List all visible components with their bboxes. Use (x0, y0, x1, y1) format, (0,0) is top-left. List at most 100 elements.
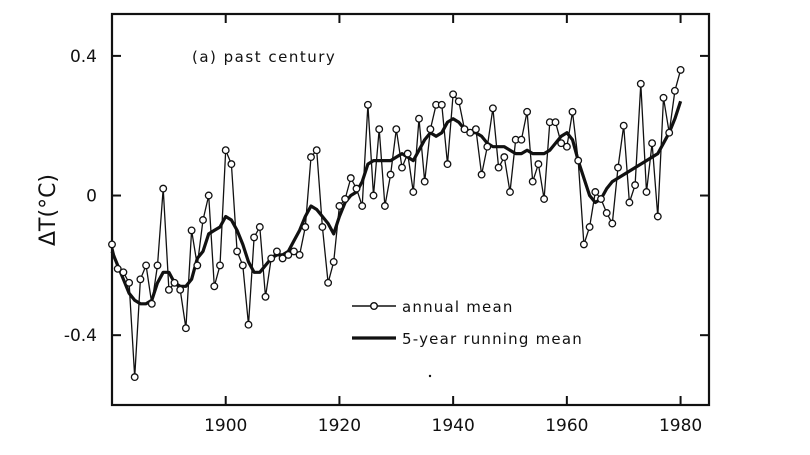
x-tick-label: 1920 (318, 416, 361, 436)
x-tick-label: 1940 (432, 416, 475, 436)
annual-mean-point (540, 195, 549, 203)
annual-mean-point (653, 212, 662, 221)
annual-mean-point (614, 163, 622, 172)
plot-frame (110, 12, 711, 407)
annual-mean-point (443, 160, 452, 169)
annual-mean-point (238, 261, 247, 270)
annual-mean-point (341, 195, 350, 203)
x-tick-label: 1980 (659, 416, 702, 436)
annual-mean-point (602, 209, 611, 217)
annual-mean-point (528, 177, 537, 186)
annual-mean-point (369, 191, 378, 200)
annual-mean-point (153, 261, 162, 270)
annual-mean-point (250, 233, 259, 242)
y-tick-label: -0.4 (64, 326, 97, 346)
legend-running-label: 5-year running mean (402, 330, 583, 348)
annual-mean-point (199, 216, 207, 224)
annual-mean-point (136, 275, 145, 284)
annual-mean-point (119, 268, 128, 277)
annual-mean-point (579, 240, 588, 249)
annual-mean-point (551, 118, 560, 127)
axis-tick-labels: 1900 1920 1940 1960 1980 0.4 0 -0.4 (64, 47, 702, 436)
annual-mean-point (409, 188, 418, 196)
annual-mean-point (346, 174, 355, 183)
annual-mean-point (187, 226, 196, 235)
annual-mean-point (631, 181, 640, 190)
running-mean-series (110, 100, 683, 306)
annual-mean-point (216, 261, 224, 270)
annual-mean-point (676, 65, 685, 74)
annual-mean-point (471, 125, 480, 134)
annual-mean-point (261, 292, 270, 301)
annual-mean-point (568, 107, 577, 116)
annual-mean-point (534, 160, 543, 169)
annual-mean-point (289, 247, 298, 256)
annual-mean-point (449, 90, 458, 99)
annual-mean-point (517, 135, 526, 144)
annual-mean-point (670, 86, 679, 95)
annual-mean-point (307, 153, 315, 162)
legend-annual-marker (370, 302, 379, 311)
annual-mean-point (193, 261, 202, 270)
annual-mean-point (284, 250, 293, 259)
panel-annotation: (a) past century (192, 48, 336, 66)
annual-mean-point (324, 278, 333, 287)
annual-mean-point (295, 250, 304, 259)
annual-mean-point (125, 278, 134, 287)
y-axis-label: ΔT(°C) (36, 174, 61, 246)
annual-mean-point (375, 125, 384, 134)
annual-mean-point (318, 223, 327, 231)
annual-mean-point (659, 93, 668, 102)
annual-mean-point (426, 125, 435, 134)
annual-mean-point (170, 278, 179, 287)
annual-mean-point (574, 156, 583, 165)
x-tick-label: 1960 (545, 416, 588, 436)
annual-mean-point (210, 282, 219, 291)
annual-mean-point (147, 299, 156, 308)
annual-mean-point (619, 121, 628, 130)
annual-mean-point (227, 160, 236, 169)
annual-mean-point (176, 285, 185, 294)
y-tick-label: 0.4 (70, 47, 97, 67)
annual-mean-point (591, 188, 600, 196)
annual-mean-point (255, 223, 264, 231)
annual-mean-point (483, 142, 492, 151)
annual-mean-point (130, 373, 139, 382)
annual-mean-point (380, 202, 389, 210)
annual-mean-point (108, 240, 116, 249)
annual-mean-point (358, 202, 367, 210)
annual-mean-point (312, 146, 321, 155)
annual-mean-point (562, 142, 571, 151)
annual-mean-series (108, 65, 685, 382)
annual-mean-point (352, 184, 361, 193)
legend: annual mean 5-year running mean (352, 298, 583, 348)
annual-mean-point (113, 264, 122, 273)
annual-mean-point (159, 184, 168, 193)
annual-mean-point (221, 146, 230, 155)
annual-mean-point (625, 198, 634, 207)
annual-mean-point (420, 177, 429, 186)
annual-mean-line (111, 69, 682, 378)
annual-mean-point (494, 163, 503, 172)
legend-annual-label: annual mean (402, 298, 514, 316)
annual-mean-point (585, 223, 594, 231)
annual-mean-point (500, 153, 509, 162)
annual-mean-point (415, 114, 423, 123)
annual-mean-point (278, 254, 287, 263)
annual-mean-point (386, 170, 395, 179)
annual-mean-point (608, 219, 617, 228)
annual-mean-point (164, 285, 173, 294)
annual-mean-point (142, 261, 151, 270)
annual-mean-point (244, 320, 253, 329)
annual-mean-point (477, 170, 486, 179)
running-mean-line (110, 100, 683, 306)
annual-mean-point (636, 79, 645, 88)
annual-mean-point (437, 100, 446, 109)
annual-mean-point (454, 97, 463, 106)
annual-mean-point (460, 125, 469, 134)
annual-mean-point (392, 125, 401, 134)
annual-mean-point (403, 149, 412, 158)
annual-mean-point (181, 324, 190, 333)
annual-mean-point (648, 139, 657, 148)
